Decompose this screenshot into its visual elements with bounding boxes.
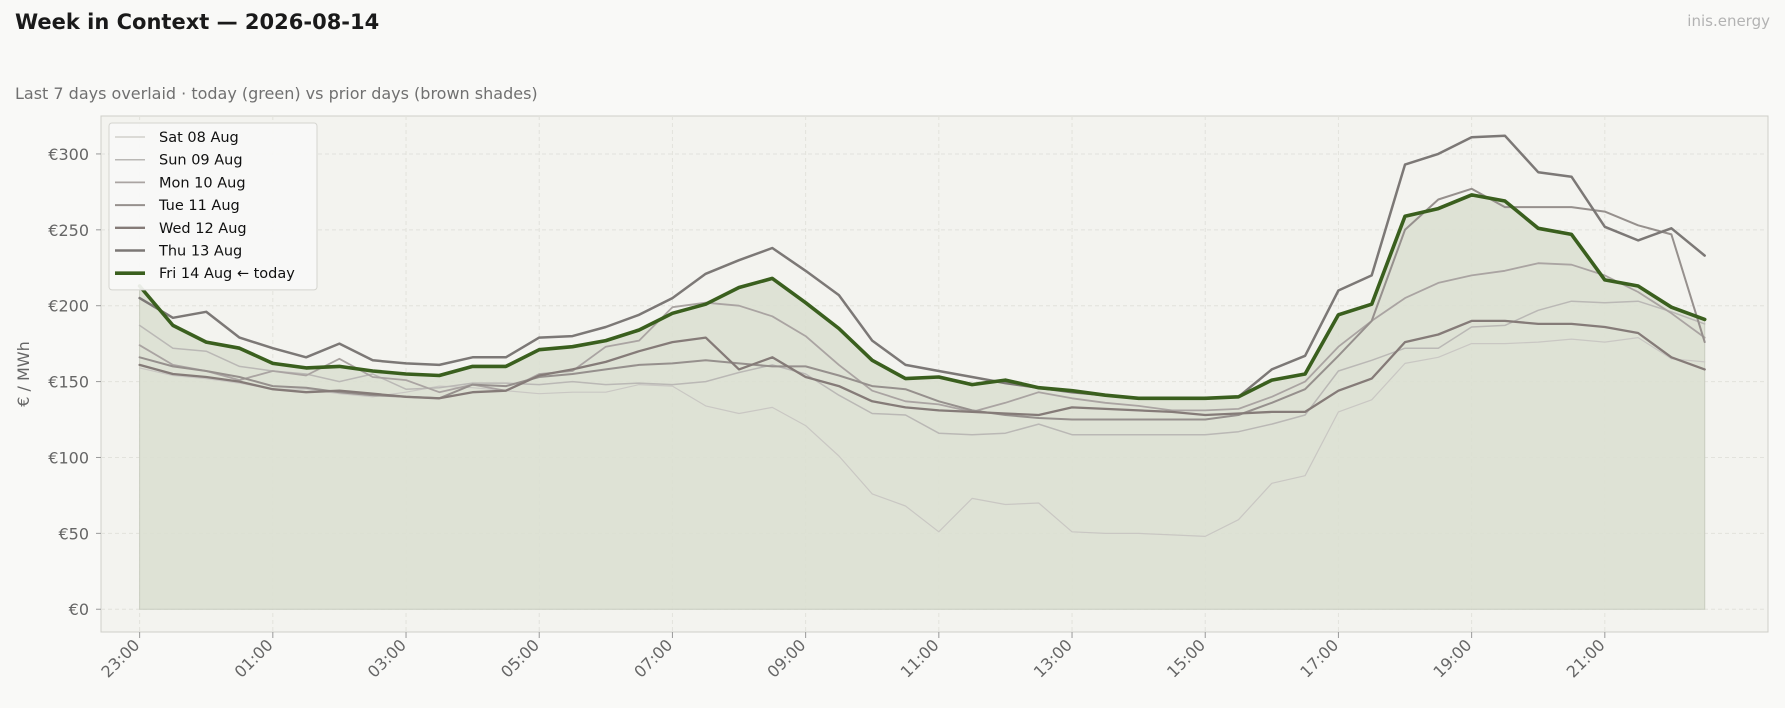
series-line-5 [138, 134, 1706, 400]
y-tick-label: €300 [48, 145, 89, 164]
y-tick-label: €0 [69, 600, 89, 619]
x-tick-label: 21:00 [1563, 635, 1609, 681]
legend-label: Wed 12 Aug [159, 221, 247, 237]
legend-label: Fri 14 Aug ← today [159, 266, 295, 282]
y-axis: €0 €50 €100 €150 €200 €250 €300 [48, 145, 101, 619]
series-line-2 [138, 262, 1706, 413]
series-line-1 [138, 300, 1706, 436]
legend-label: Tue 11 Aug [158, 198, 240, 214]
y-tick-label: €100 [48, 448, 89, 467]
chart-title: Week in Context — 2026-08-14 [15, 10, 380, 34]
series-lines [137, 134, 1707, 538]
y-tick-label: €250 [48, 221, 89, 240]
x-axis: 23:00 01:00 03:00 05:00 07:00 09:00 11:00 13:00… [97, 632, 1609, 681]
legend: Sat 08 Aug Sun 09 Aug Mon 10 Aug Tue 11 Aug… [108, 122, 318, 291]
y-tick-label: €50 [58, 524, 89, 543]
x-tick-label: 07:00 [630, 635, 676, 681]
y-tick-label: €200 [48, 297, 89, 316]
x-tick-label: 19:00 [1429, 635, 1475, 681]
series-line-0 [139, 337, 1706, 538]
x-tick-label: 01:00 [231, 635, 277, 681]
x-tick-label: 17:00 [1296, 635, 1342, 681]
legend-box [108, 122, 318, 291]
x-tick-label: 05:00 [497, 635, 543, 681]
x-tick-label: 11:00 [897, 635, 943, 681]
series-line-6 [137, 193, 1707, 401]
x-tick-label: 23:00 [97, 635, 143, 681]
x-tick-label: 03:00 [364, 635, 410, 681]
legend-label: Thu 13 Aug [158, 244, 242, 260]
x-tick-label: 15:00 [1163, 635, 1209, 681]
brand-watermark: inis.energy [1687, 12, 1770, 30]
y-tick-label: €150 [48, 373, 89, 392]
legend-label: Mon 10 Aug [159, 175, 246, 191]
chart-subtitle: Last 7 days overlaid · today (green) vs … [15, 84, 538, 103]
x-tick-label: 13:00 [1030, 635, 1076, 681]
legend-label: Sun 09 Aug [159, 153, 243, 169]
series-line-4 [138, 319, 1706, 417]
y-axis-label: € / MWh [14, 341, 33, 407]
x-tick-label: 09:00 [763, 635, 809, 681]
legend-label: Sat 08 Aug [159, 130, 239, 146]
